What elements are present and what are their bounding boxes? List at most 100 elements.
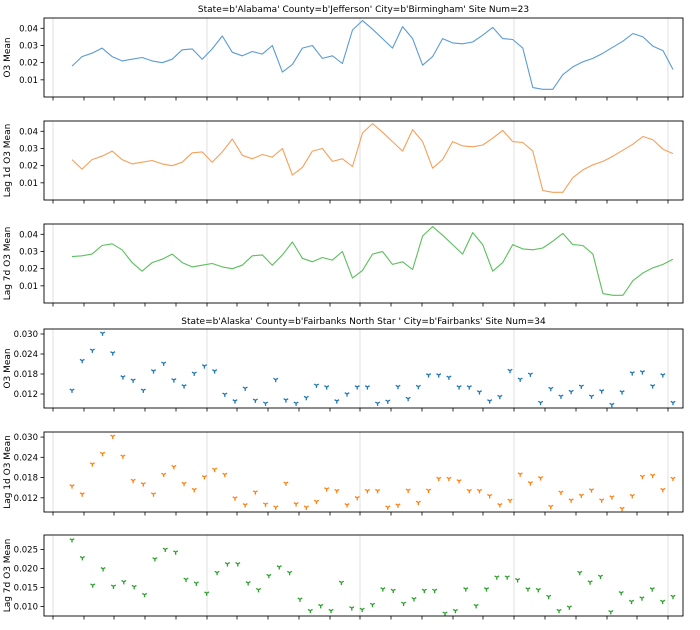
data-point bbox=[527, 372, 533, 377]
chart-panel-3: 0.01 0.02 0.03 0.04 Lag 7d O3 Mean bbox=[3, 223, 684, 307]
data-point bbox=[354, 385, 360, 390]
data-point bbox=[140, 388, 146, 393]
axes-frame bbox=[43, 431, 684, 513]
y-tick-label: 0.02 bbox=[19, 265, 38, 275]
data-point bbox=[587, 580, 593, 585]
data-point bbox=[514, 578, 521, 583]
data-point bbox=[670, 476, 676, 482]
data-point bbox=[222, 472, 228, 478]
data-point bbox=[99, 451, 106, 457]
data-point bbox=[415, 384, 421, 390]
y-tick-label: 0.01 bbox=[19, 179, 38, 189]
y-tick-label: 0.03 bbox=[19, 144, 38, 154]
data-point bbox=[359, 607, 365, 613]
chart-panel-1: 0.01 0.02 0.03 0.04 O3 Mean State=b'Alabama' … bbox=[3, 5, 684, 101]
data-point bbox=[375, 488, 381, 494]
axes-frame bbox=[43, 534, 684, 617]
data-point bbox=[232, 399, 238, 404]
y-tick-label: 0.030 bbox=[14, 433, 38, 443]
data-point bbox=[334, 399, 340, 404]
data-point bbox=[313, 383, 320, 388]
y-axis-label: O3 Mean bbox=[3, 37, 13, 77]
data-point bbox=[619, 390, 625, 395]
y-axis-label: Lag 1d O3 Mean bbox=[3, 435, 13, 509]
data-point bbox=[130, 478, 136, 484]
y-tick-label: 0.012 bbox=[14, 494, 38, 504]
data-point bbox=[548, 386, 554, 392]
data-point bbox=[110, 351, 116, 356]
data-point bbox=[670, 400, 676, 406]
y-tick-label: 0.018 bbox=[14, 370, 38, 380]
data-point bbox=[214, 570, 220, 576]
data-point bbox=[446, 476, 452, 482]
data-point bbox=[660, 599, 666, 605]
data-point bbox=[639, 474, 646, 480]
y-tick-label: 0.012 bbox=[14, 390, 38, 400]
y-tick-label: 0.04 bbox=[19, 127, 38, 137]
data-point bbox=[130, 378, 136, 383]
data-point bbox=[273, 377, 279, 383]
data-point bbox=[262, 502, 269, 507]
data-point bbox=[425, 373, 432, 378]
data-point bbox=[181, 481, 187, 487]
data-point bbox=[303, 505, 309, 510]
data-point bbox=[483, 587, 490, 592]
data-point bbox=[401, 601, 407, 607]
data-point bbox=[191, 371, 197, 376]
data-point bbox=[577, 570, 583, 576]
data-point bbox=[307, 608, 313, 614]
data-point bbox=[556, 608, 562, 614]
data-point bbox=[324, 487, 330, 492]
y-axis-label: Lag 7d O3 Mean bbox=[3, 539, 13, 613]
y-axis-label: Lag 1d O3 Mean bbox=[3, 124, 13, 198]
y-axis-label: Lag 7d O3 Mean bbox=[3, 227, 13, 301]
data-point bbox=[150, 369, 157, 374]
data-point bbox=[120, 454, 126, 459]
data-point bbox=[558, 490, 564, 496]
data-point bbox=[588, 394, 595, 399]
data-point bbox=[507, 368, 513, 374]
data-point bbox=[121, 579, 127, 585]
data-point bbox=[262, 401, 269, 406]
data-point bbox=[110, 584, 117, 589]
data-point bbox=[599, 498, 605, 503]
data-point bbox=[452, 608, 458, 614]
data-point bbox=[527, 481, 533, 486]
data-point bbox=[100, 566, 106, 572]
data-point bbox=[161, 361, 167, 366]
data-point bbox=[252, 398, 258, 403]
data-point bbox=[660, 373, 666, 378]
data-point bbox=[476, 488, 483, 494]
y-tick-label: 0.024 bbox=[14, 453, 38, 463]
data-point bbox=[171, 378, 177, 383]
data-point bbox=[463, 587, 469, 592]
data-point bbox=[152, 557, 158, 562]
data-point bbox=[318, 603, 324, 609]
data-point bbox=[344, 503, 350, 508]
data-point bbox=[385, 399, 391, 404]
data-point bbox=[442, 611, 448, 616]
data-point bbox=[110, 434, 116, 439]
data-point bbox=[619, 506, 625, 512]
data-point bbox=[650, 473, 656, 479]
data-point bbox=[354, 495, 360, 501]
data-point bbox=[334, 488, 340, 494]
data-point bbox=[161, 472, 167, 478]
data-point bbox=[432, 588, 438, 594]
data-point bbox=[650, 384, 656, 389]
data-point bbox=[79, 492, 85, 497]
data-point bbox=[276, 565, 282, 570]
data-point bbox=[224, 562, 231, 567]
y-tick-label: 0.02 bbox=[19, 162, 38, 172]
data-point bbox=[204, 591, 210, 596]
data-point bbox=[597, 574, 604, 580]
data-point bbox=[415, 500, 421, 506]
data-point bbox=[283, 398, 289, 403]
data-point bbox=[120, 375, 126, 380]
data-point bbox=[629, 493, 635, 499]
data-point bbox=[287, 570, 293, 576]
